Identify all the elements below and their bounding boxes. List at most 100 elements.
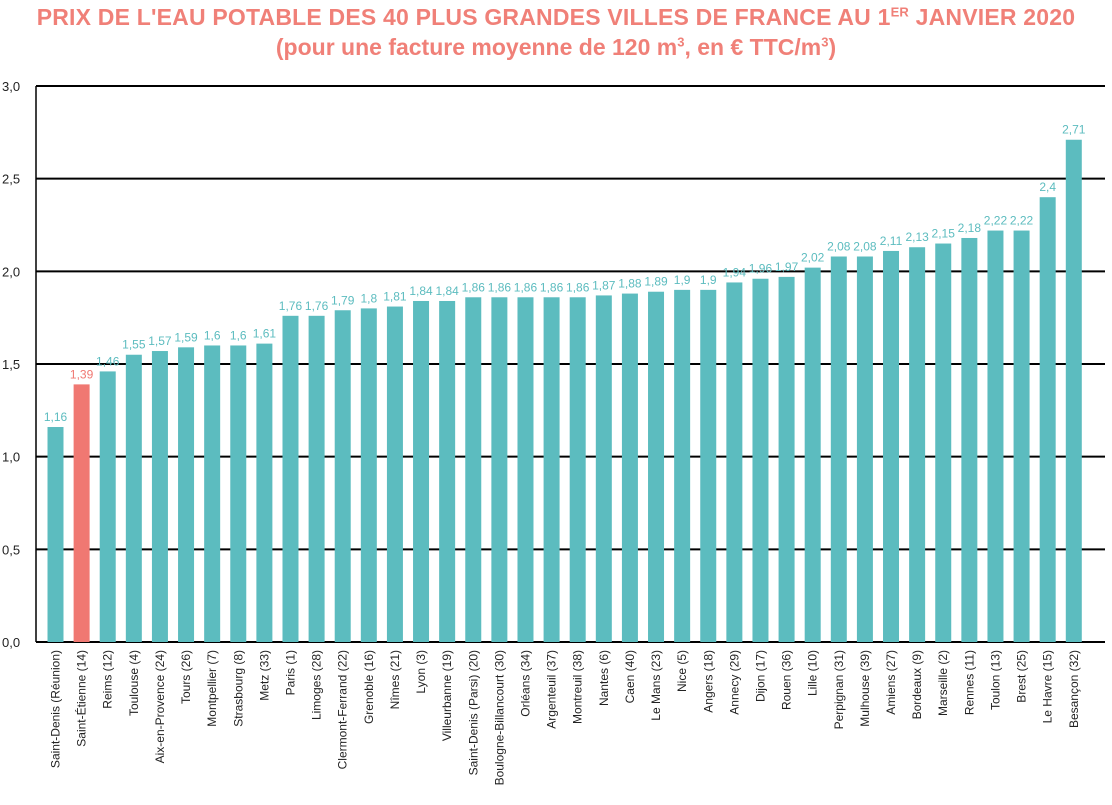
x-tick-label: Aix-en-Provence (24) (153, 650, 167, 763)
value-label: 2,22 (984, 214, 1008, 228)
value-label: 1,9 (674, 273, 691, 287)
x-tick-label: Saint-Denis (Parsi) (20) (466, 650, 480, 775)
bar (987, 230, 1004, 642)
chart-subtitle: (pour une facture moyenne de 120 m3, en … (0, 34, 1112, 61)
x-tick-label: Villeurbanne (19) (440, 650, 454, 741)
x-tick-label: Le Mans (23) (649, 650, 663, 721)
value-label: 1,84 (435, 284, 459, 298)
subtitle-part-a: (pour une facture moyenne de 120 m (275, 34, 678, 60)
value-label: 2,08 (827, 240, 851, 254)
bar (178, 347, 195, 642)
bar (465, 297, 482, 642)
bar (804, 267, 821, 642)
subtitle-sup-1: 3 (677, 34, 685, 50)
bar (961, 237, 978, 642)
subtitle-sup-2: 3 (821, 34, 829, 50)
bar (648, 291, 665, 642)
value-label: 2,4 (1039, 180, 1056, 194)
x-tick-label: Saint-Étienne (14) (74, 650, 89, 747)
y-tick-label: 2,5 (2, 172, 20, 187)
value-label: 2,02 (801, 251, 825, 265)
x-tick-label: Le Havre (15) (1041, 650, 1055, 723)
value-label: 1,86 (540, 280, 564, 294)
value-label: 1,86 (488, 280, 512, 294)
value-label: 1,86 (566, 280, 590, 294)
x-tick-label: Besançon (32) (1067, 650, 1081, 728)
bar (230, 345, 247, 642)
value-label: 1,81 (383, 290, 407, 304)
value-label: 1,8 (360, 291, 377, 305)
y-tick-label: 1,0 (2, 450, 20, 465)
value-label: 2,18 (958, 221, 982, 235)
value-label: 1,59 (174, 330, 198, 344)
value-label: 2,11 (880, 234, 903, 248)
y-tick-label: 2,0 (2, 264, 20, 279)
value-label: 1,9 (700, 273, 717, 287)
value-label: 1,46 (96, 354, 120, 368)
x-tick-label: Dijon (17) (753, 650, 767, 702)
title-main: PRIX DE L'EAU POTABLE DES 40 PLUS GRANDE… (36, 4, 891, 30)
bar (491, 297, 508, 642)
x-tick-label: Caen (40) (623, 650, 637, 703)
bar (47, 427, 64, 642)
value-label: 1,87 (592, 278, 616, 292)
chart-title: PRIX DE L'EAU POTABLE DES 40 PLUS GRANDE… (0, 4, 1112, 31)
x-tick-label: Saint-Denis (Réunion) (49, 650, 63, 768)
value-label: 1,84 (409, 284, 433, 298)
value-label: 2,08 (853, 240, 877, 254)
title-end: JANVIER 2020 (909, 4, 1076, 30)
bar (752, 278, 769, 642)
x-tick-label: Limoges (28) (310, 650, 324, 720)
x-tick-label: Argenteuil (37) (545, 650, 559, 729)
bar (517, 297, 534, 642)
value-label: 2,15 (932, 227, 956, 241)
y-tick-label: 0,5 (2, 542, 20, 557)
value-label: 1,61 (253, 327, 277, 341)
bar (360, 308, 377, 642)
x-tick-label: Toulon (13) (988, 650, 1002, 710)
title-superscript: ER (890, 4, 910, 20)
bar (830, 256, 847, 642)
x-tick-label: Paris (1) (283, 650, 297, 695)
x-tick-label: Reims (12) (101, 650, 115, 709)
x-tick-label: Grenoble (16) (362, 650, 376, 724)
x-tick-label: Nîmes (21) (388, 650, 402, 709)
bar (386, 306, 403, 642)
value-label: 1,94 (723, 265, 747, 279)
x-tick-label: Brest (25) (1015, 650, 1029, 703)
x-tick-label: Rouen (36) (780, 650, 794, 710)
x-tick-label: Marseille (2) (936, 650, 950, 716)
value-label: 1,89 (644, 275, 668, 289)
x-tick-label: Lyon (3) (414, 650, 428, 694)
x-tick-label: Montpellier (7) (205, 650, 219, 727)
bar (413, 300, 430, 642)
value-label: 1,57 (148, 334, 172, 348)
value-label: 1,6 (230, 328, 247, 342)
x-tick-label: Metz (33) (257, 650, 271, 701)
bar (935, 243, 952, 643)
bar (856, 256, 873, 642)
bar (621, 293, 638, 642)
bar (256, 343, 273, 642)
y-tick-label: 3,0 (2, 79, 20, 94)
x-tick-label: Toulouse (4) (127, 650, 141, 716)
value-label: 1,6 (204, 328, 221, 342)
x-tick-label: Bordeaux (9) (910, 650, 924, 719)
bar (883, 250, 900, 643)
bar (674, 289, 691, 642)
bar (909, 247, 926, 643)
bar (439, 300, 456, 642)
y-tick-label: 0,0 (2, 635, 20, 650)
x-tick-label: Lille (10) (806, 650, 820, 696)
x-tick-label: Perpignan (31) (832, 650, 846, 729)
x-tick-label: Annecy (29) (727, 650, 741, 715)
bar (125, 354, 142, 642)
x-tick-label: Nantes (6) (597, 650, 611, 706)
bar (778, 276, 795, 642)
x-tick-label: Rennes (11) (962, 650, 976, 715)
x-tick-label: Boulogne-Billancourt (30) (492, 650, 506, 785)
bar (543, 297, 560, 642)
value-label: 1,86 (462, 280, 486, 294)
subtitle-part-b: , en € TTC/m (684, 34, 822, 60)
value-label: 1,76 (279, 299, 303, 313)
